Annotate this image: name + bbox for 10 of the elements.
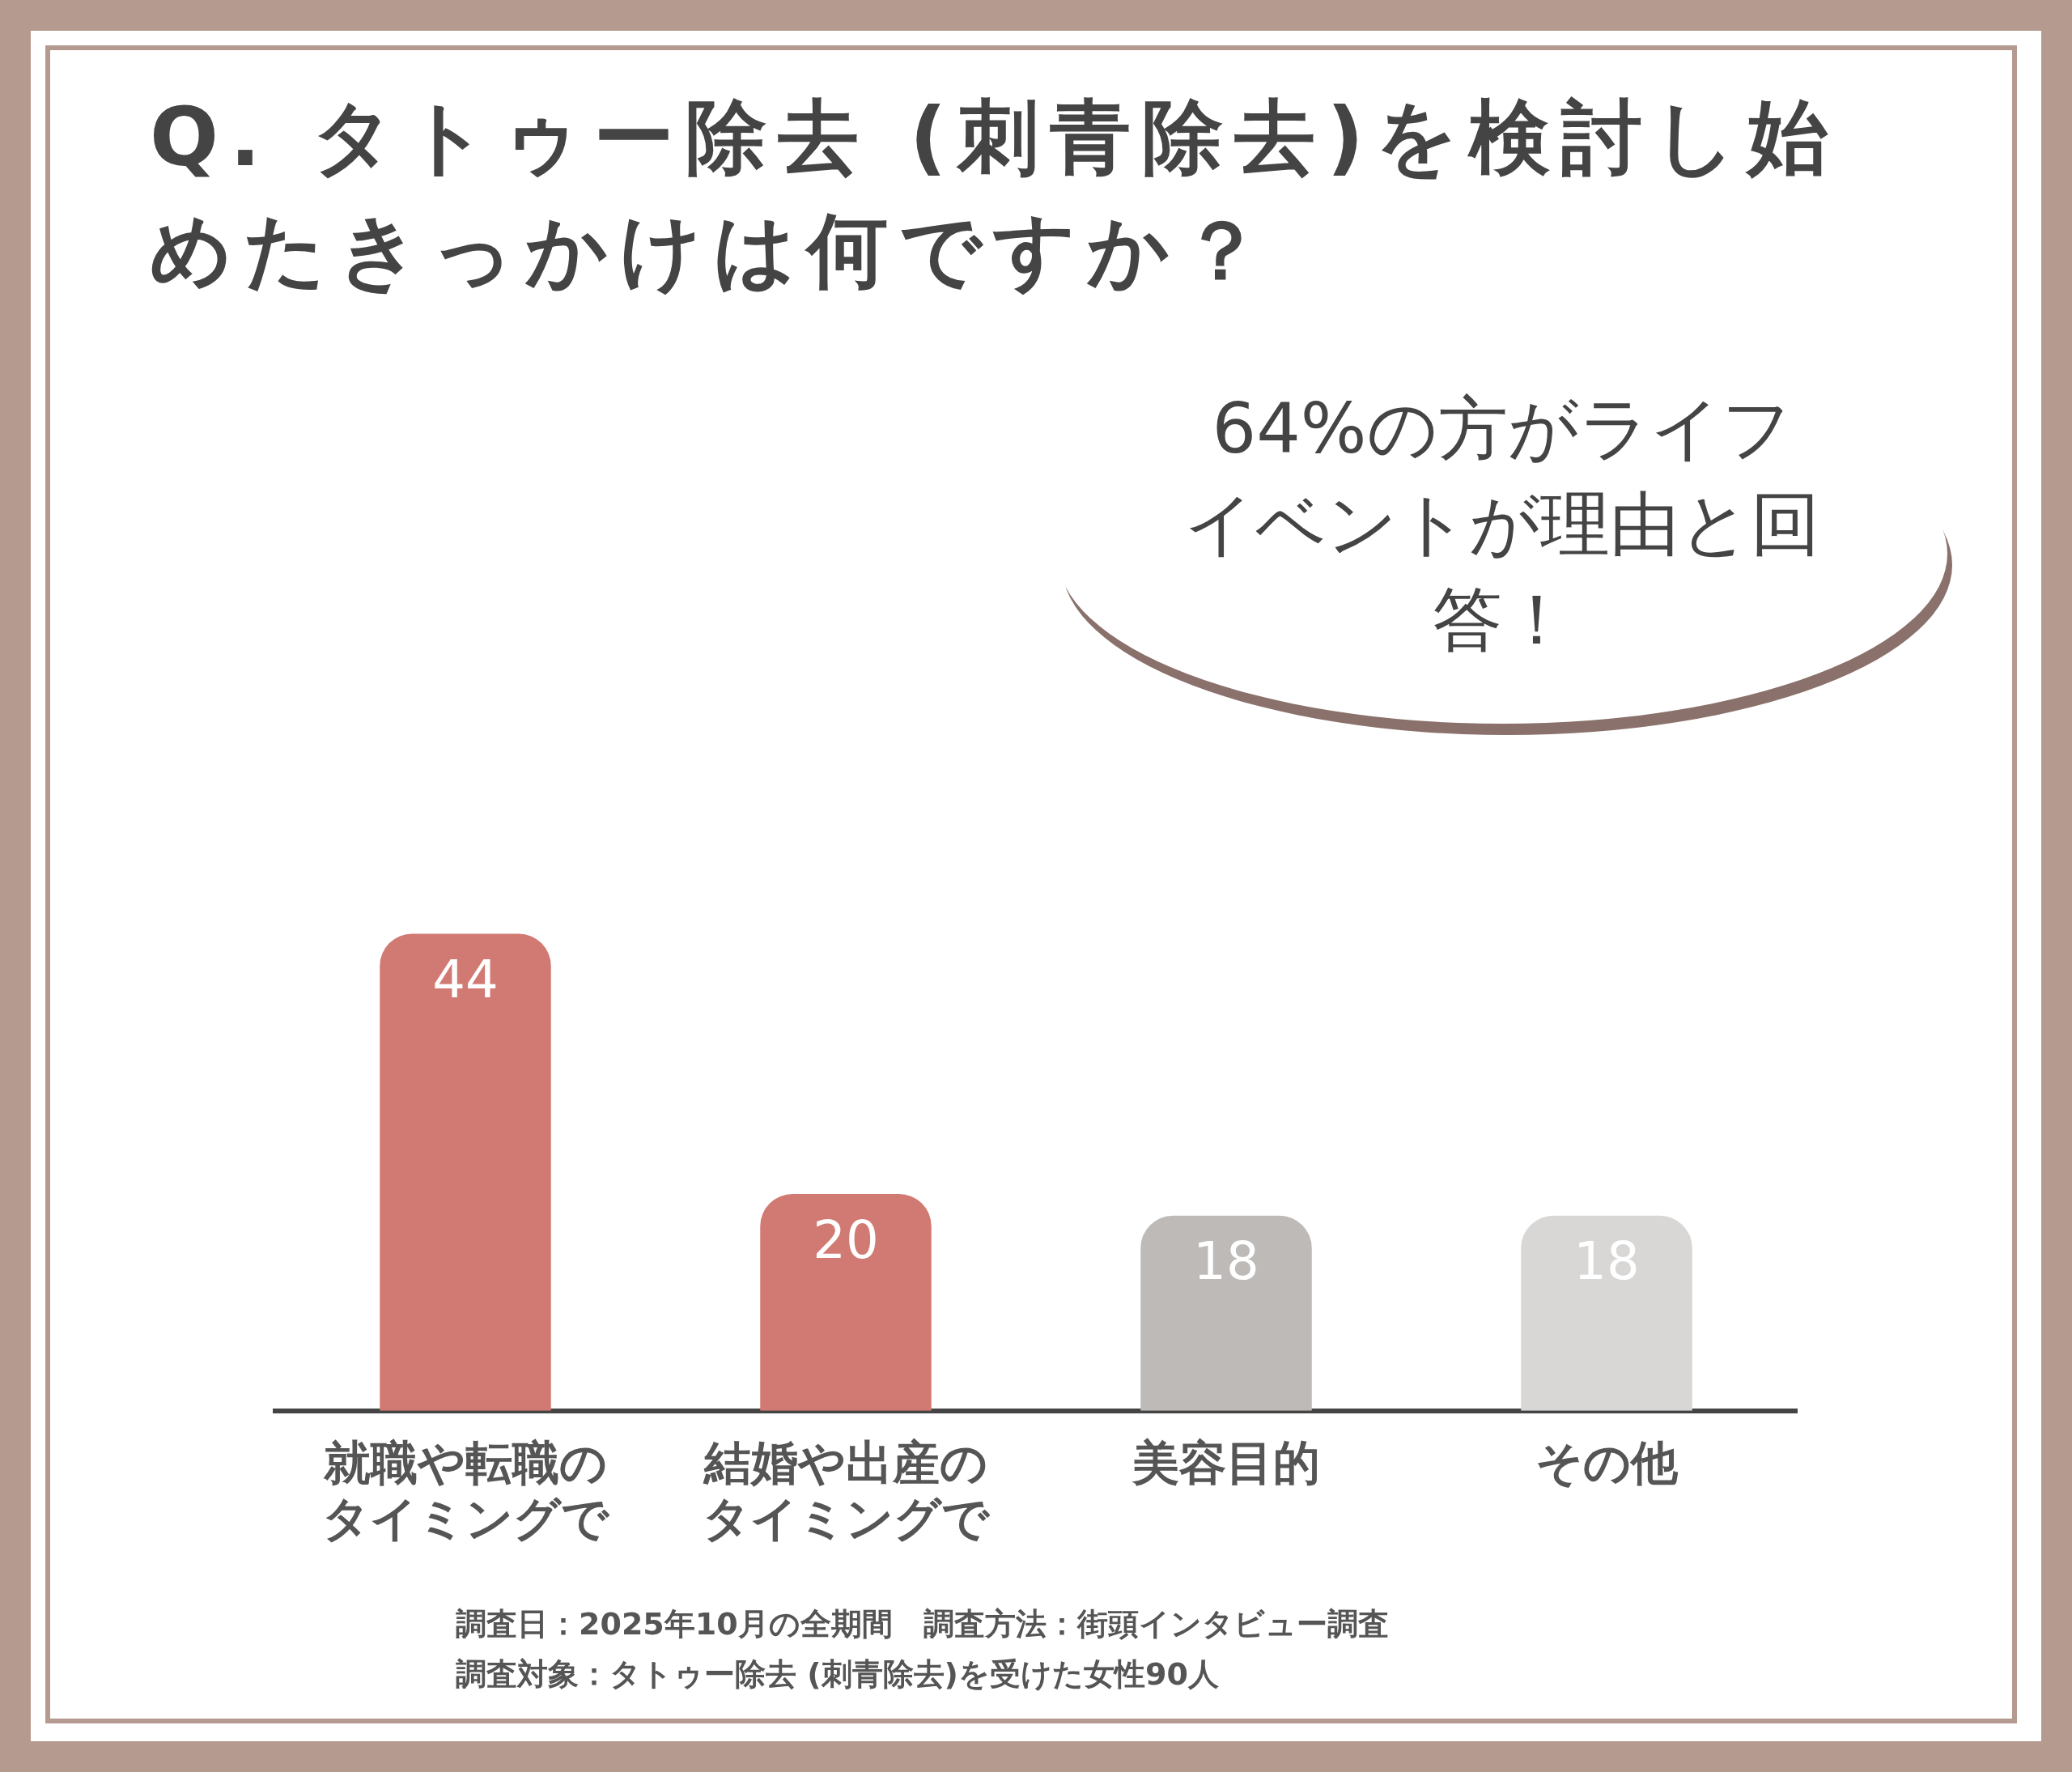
chart-title: Q. タトゥー除去 (刺青除去)を検討し始めたきっかけは何ですか？ [150, 89, 1841, 300]
data-label: 20 [813, 1209, 879, 1270]
data-label: 44 [432, 950, 499, 1010]
x-tick-label: 美容目的 [1132, 1434, 1320, 1490]
text: 調査日：2025年10月の全期間 調査方法：街頭インタビュー調査 [456, 1606, 1389, 1642]
data-label: 18 [1193, 1231, 1259, 1292]
text: 調査対象：タトゥー除去 (刺青除去)を受けた女性90人 [456, 1656, 1219, 1692]
x-tick-label: その他 [1535, 1434, 1679, 1490]
x-tick-label: 結婚や出産のタイミングで [703, 1434, 991, 1547]
x-tick-label: 就職や転職のタイミングで [322, 1434, 610, 1547]
